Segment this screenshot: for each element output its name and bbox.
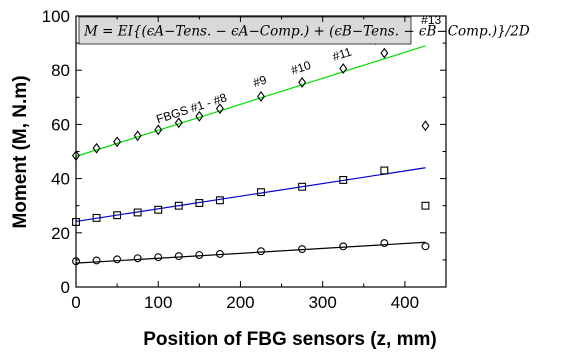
data-point-square (298, 182, 307, 191)
data-point-diamond (195, 110, 204, 122)
data-point-circle (113, 255, 122, 264)
y-tick-label: 100 (42, 7, 70, 26)
y-tick-label: 20 (51, 224, 70, 243)
data-point-square (195, 199, 204, 207)
annotation-label: #10 (289, 58, 313, 78)
data-point-square (257, 188, 265, 197)
x-tick-label: 400 (391, 293, 419, 312)
annotation-label: #11 (331, 44, 354, 63)
data-point-circle (195, 251, 204, 259)
data-point-circle (215, 249, 224, 258)
data-point-diamond (113, 136, 122, 148)
fit-line-circle (75, 241, 426, 264)
data-point-diamond (339, 63, 348, 75)
y-tick-label: 0 (61, 278, 70, 297)
fit-lines (75, 45, 426, 264)
data-point-square (339, 176, 348, 184)
fit-line-diamond (75, 45, 426, 157)
data-point-diamond (421, 120, 430, 132)
data-point-diamond (257, 91, 265, 102)
x-axis-label: Position of FBG sensors (z, mm) (143, 329, 436, 350)
data-point-circle (174, 252, 183, 261)
x-tick-label: 300 (308, 293, 336, 312)
data-point-diamond (174, 117, 183, 129)
x-tick-label: 0 (71, 293, 80, 312)
data-point-square (421, 201, 430, 210)
annotation-label: #9 (251, 72, 268, 90)
formula-text: M = EI{(ϵA−Tens. − ϵA−Comp.) + (ϵB−Tens.… (83, 24, 530, 40)
data-point-circle (133, 254, 142, 263)
data-point-circle (421, 242, 430, 251)
data-point-square (113, 211, 122, 220)
data-point-square (154, 205, 163, 214)
formula-box-background (78, 16, 412, 45)
data-point-circle (257, 247, 265, 256)
data-point-square (215, 196, 224, 205)
data-point-diamond (380, 47, 389, 59)
data-point-diamond (154, 124, 163, 136)
data-point-square (133, 208, 142, 217)
data-point-circle (92, 256, 101, 265)
y-axis-label: Moment (M, N.m) (10, 75, 31, 228)
axes: 0 100 200 300 400 0 20 40 60 80 100 (42, 7, 447, 312)
data-point-square (380, 166, 389, 175)
y-tick-label: 80 (51, 61, 70, 80)
data-point-circle (339, 242, 348, 251)
data-point-diamond (92, 142, 101, 154)
y-tick-label: 60 (51, 115, 70, 134)
data-point-circle (298, 245, 307, 254)
data-point-circle (380, 239, 389, 248)
x-tick-label: 100 (144, 293, 172, 312)
data-point-diamond (215, 103, 224, 115)
y-tick-label: 40 (51, 170, 70, 189)
fit-line-square (75, 167, 426, 223)
annotation-label: FBGS #1 - #8 (154, 90, 228, 126)
formula-box: M = EI{(ϵA−Tens. − ϵA−Comp.) + (ϵB−Tens.… (78, 16, 530, 45)
data-point-square (92, 213, 101, 222)
x-tick-label: 200 (226, 293, 254, 312)
data-point-diamond (298, 76, 307, 88)
data-point-circle (154, 253, 163, 262)
annotation-label: #13 (421, 13, 441, 27)
data-markers (72, 47, 430, 266)
data-point-square (174, 201, 183, 210)
data-point-diamond (133, 130, 142, 142)
